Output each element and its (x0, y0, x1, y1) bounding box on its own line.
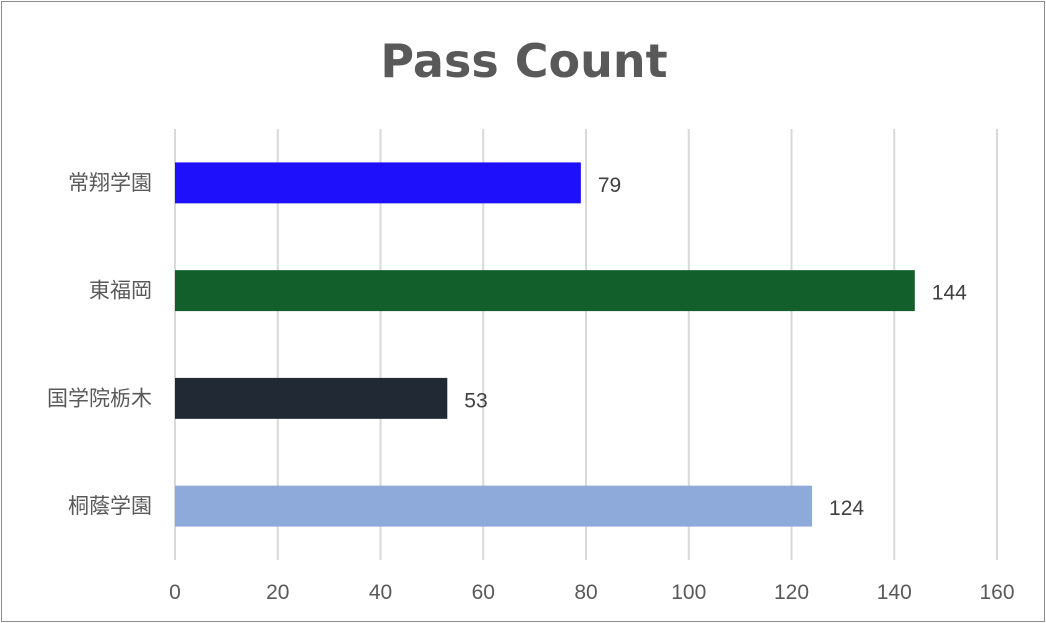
x-tick-label: 20 (266, 581, 289, 604)
data-labels: 79 144 53 124 (464, 174, 967, 520)
x-tick-label: 120 (774, 581, 809, 604)
chart-title: Pass Count (380, 34, 667, 88)
x-tick-label: 160 (979, 581, 1014, 604)
category-label: 東福岡 (89, 279, 152, 303)
category-label: 国学院栃木 (47, 386, 152, 410)
category-label: 桐蔭学園 (68, 494, 152, 518)
data-label: 53 (464, 389, 487, 412)
x-tick-label: 0 (169, 581, 181, 604)
x-tick-label: 60 (472, 581, 495, 604)
bar-0 (175, 162, 581, 204)
x-tick-label: 140 (877, 581, 912, 604)
bar-2 (175, 377, 448, 419)
x-tick-label: 80 (574, 581, 597, 604)
data-label: 124 (829, 497, 864, 520)
x-tick-label: 100 (671, 581, 706, 604)
x-tick-label: 40 (369, 581, 392, 604)
bar-3 (175, 485, 813, 527)
bar-1 (175, 270, 915, 312)
data-label: 144 (932, 282, 967, 305)
category-label: 常翔学園 (68, 171, 152, 195)
x-tick-labels: 0 20 40 60 80 100 120 140 160 (169, 581, 1014, 604)
data-label: 79 (598, 174, 621, 197)
bars (175, 162, 915, 527)
